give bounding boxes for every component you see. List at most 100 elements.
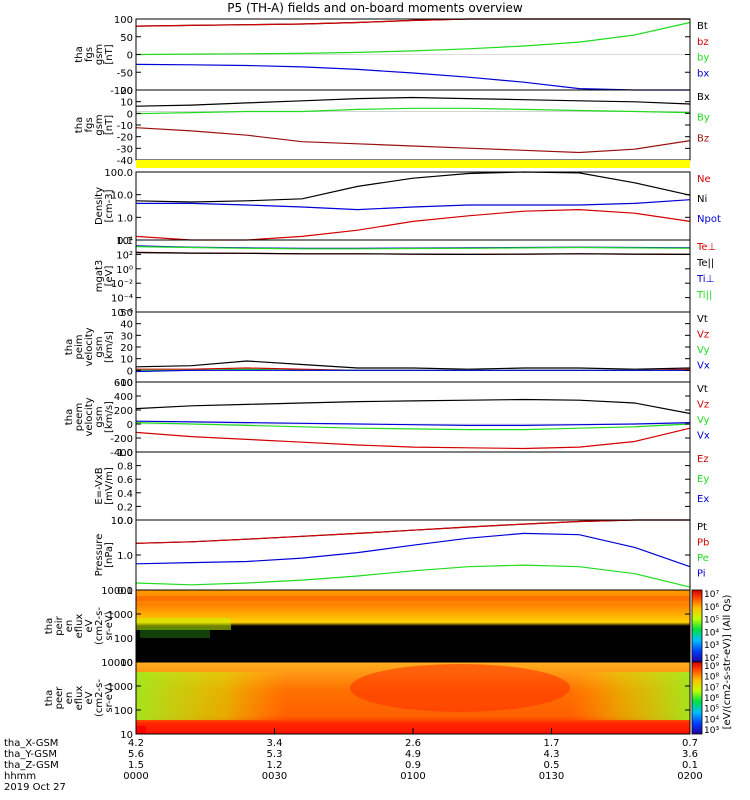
legend-vt: Vt <box>697 314 708 325</box>
ytick-label: -20 <box>117 133 133 144</box>
ytick-label: 0.4 <box>117 489 133 500</box>
ylabel-line: peir <box>54 615 65 635</box>
ylabel-line: velocity <box>84 327 95 366</box>
xaxis-value: 0000 <box>123 771 148 782</box>
ylabel-line: gsm <box>94 114 105 135</box>
colorbar-label: [eV/(cm2-s-str-eV)] (All Qs) <box>722 594 733 729</box>
legend-ne: Ne <box>697 174 711 185</box>
legend-vt: Vt <box>697 384 708 395</box>
ylabel-line: [nT] <box>104 44 115 64</box>
legend-pi: Pi <box>697 569 706 580</box>
xaxis-value: 0030 <box>262 771 287 782</box>
panel-peer_eflux: 10000 1000 100 10 tha peer en eflux eV (cm2-s-sr-… <box>44 658 719 741</box>
ytick-label: 10⁻² <box>111 279 133 290</box>
ytick-label: 200 <box>114 406 133 417</box>
ytick-label: 0.2 <box>117 502 133 513</box>
ytick-label: 40 <box>120 320 133 331</box>
ytick-label: 0 <box>127 420 133 431</box>
series-vx-line <box>135 420 691 426</box>
ylabel-line: velocity <box>84 397 95 436</box>
ylabel-line: [cm-3] <box>104 189 115 222</box>
series-bz-line <box>135 18 690 27</box>
ytick-label: 0 <box>127 366 133 377</box>
legend-pe: Pe <box>697 553 709 564</box>
ytick-label: 10⁻⁴ <box>111 294 133 305</box>
ytick-label: 10² <box>116 250 133 261</box>
legend-ez: Ez <box>697 454 709 465</box>
legend-vz: Vz <box>697 330 709 341</box>
series-vz-line <box>135 427 691 450</box>
ytick-label: 20 <box>120 86 133 97</box>
colorbar-tick: 10⁸ <box>704 673 719 683</box>
xaxis-value: 0.1 <box>682 760 698 771</box>
panel-peir_eflux: 10000 1000 100 10 tha peir en eflux eV (cm2-s-sr-… <box>44 586 719 669</box>
colorbar-tick: 10³ <box>704 726 719 736</box>
series-npot-line <box>136 199 691 211</box>
ytick-label: 20 <box>120 343 133 354</box>
legend-te: Te⊥ <box>696 242 716 253</box>
ylabel-line: tha <box>64 409 75 425</box>
ylabel-line: eflux <box>74 686 85 711</box>
ylabel-line: peer <box>54 686 65 710</box>
ytick-label: 0.0 <box>117 516 133 527</box>
ylabel-line: eV <box>84 619 95 632</box>
series-pt-line <box>135 519 690 544</box>
ytick-label: -200 <box>110 434 133 445</box>
legend-ti: Ti⊥ <box>696 274 714 285</box>
legend-by: by <box>697 53 709 64</box>
heatmap-peir-green <box>136 618 231 630</box>
ylabel-line: sr-eV) <box>104 611 115 640</box>
ylabel: tha peer en eflux eV (cm2-s-sr-eV) <box>44 679 115 717</box>
panel-frame <box>135 171 691 241</box>
ytick-label: 10 <box>120 98 133 109</box>
ytick-label: 10000 <box>101 586 133 597</box>
ytick-label: -10 <box>117 378 133 389</box>
ytick-label: 10 <box>120 355 133 366</box>
ylabel: Pressure [nPa] <box>94 534 115 577</box>
xaxis-value: 1.5 <box>128 760 144 771</box>
ylabel-line: [nT] <box>104 115 115 135</box>
colorbar-tick: 10⁴ <box>704 628 719 638</box>
ylabel-line: gsm <box>94 406 105 427</box>
series-bz-line <box>135 127 691 154</box>
series-ne-line <box>135 208 691 241</box>
ylabel-line: Density <box>94 187 105 225</box>
ylabel-line: Pressure <box>94 534 105 577</box>
ylabel-line: tha <box>44 690 55 706</box>
series-pb-line <box>135 519 690 544</box>
ylabel-line: (cm2-s- <box>94 607 105 645</box>
xaxis-value: 0.7 <box>682 738 698 749</box>
colorbar-tick: 10⁷ <box>704 590 719 600</box>
series-vy-line <box>135 422 691 431</box>
ylabel-line: gsm <box>94 44 105 65</box>
legend-npot: Npot <box>697 214 721 225</box>
ytick-label: 10⁰ <box>116 265 133 276</box>
ylabel-line: (cm2-s- <box>94 679 105 717</box>
ytick-label: 50 <box>120 308 133 319</box>
xaxis-value: 4.9 <box>405 749 421 760</box>
series-vt-line <box>135 398 691 415</box>
ytick-label: 100 <box>114 634 133 645</box>
legend-te: Te|| <box>696 258 714 269</box>
series-pe-line <box>135 564 691 588</box>
legend-vx: Vx <box>697 431 710 442</box>
ylabel-line: en <box>64 692 75 705</box>
legend-vy: Vy <box>697 345 710 356</box>
xaxis-value: 1.7 <box>544 738 560 749</box>
ytick-label: 30 <box>120 331 133 342</box>
heatmap-peir-speckle <box>140 628 210 638</box>
panel-frame <box>135 239 691 313</box>
ytick-label: 10⁻⁶ <box>111 308 133 319</box>
xaxis-date: 2019 Oct 27 <box>4 782 66 793</box>
heatmap-peer-right <box>570 672 690 720</box>
series-bx-line <box>135 63 690 91</box>
ytick-label: 100.0 <box>104 168 133 179</box>
series-vx-line <box>135 369 690 373</box>
colorbar <box>691 589 703 663</box>
legend-ex: Ex <box>697 494 709 505</box>
ylabel-line: [km/s] <box>104 331 115 363</box>
